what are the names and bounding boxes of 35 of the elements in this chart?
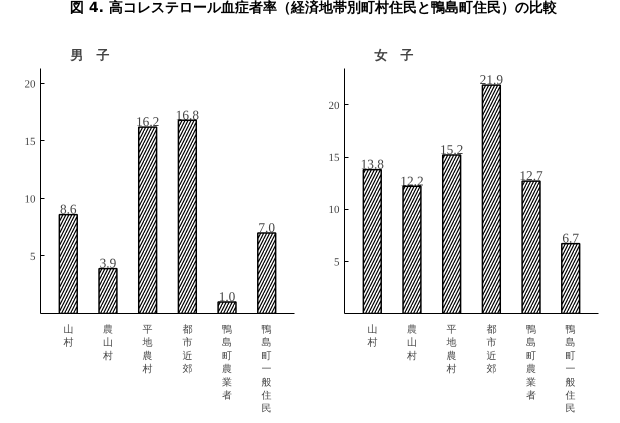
- data-label: 6.7: [562, 230, 580, 246]
- y-tick-label: 10: [328, 204, 340, 216]
- x-tick-label: 鴨島町一般住民: [262, 324, 272, 415]
- x-tick-label: 鴨島町農業者: [222, 324, 232, 402]
- data-label: 12.7: [519, 168, 544, 184]
- x-tick-label: 平地農村: [142, 324, 153, 376]
- x-tick-label: 鴨島町一般住民: [566, 324, 576, 415]
- data-label: 13.8: [360, 156, 384, 172]
- chart-title: 図 4. 高コレステロール血症者率（経済地帯別町村住民と鴨島町住民）の比較: [70, 0, 557, 18]
- x-tick-label: 鴨島町農業者: [526, 324, 536, 402]
- y-tick-label: 20: [24, 78, 36, 90]
- x-tick-label: 山村: [62, 324, 74, 349]
- chart-subtitle: 女 子: [374, 48, 414, 64]
- x-tick-label: 平地農村: [446, 324, 457, 376]
- data-label: 8.6: [60, 202, 77, 217]
- y-tick-label: 15: [24, 136, 36, 148]
- data-label: 16.8: [176, 107, 200, 122]
- data-label: 3.9: [100, 256, 117, 271]
- x-tick-label: 農山村: [406, 324, 417, 362]
- data-label: 12.2: [400, 173, 424, 188]
- y-tick-label: 10: [24, 193, 36, 206]
- data-label: 1.0: [218, 289, 236, 304]
- x-tick-label: 都市近郊: [486, 324, 496, 376]
- data-label: 15.2: [440, 142, 464, 158]
- x-tick-label: 都市近郊: [182, 324, 192, 376]
- x-tick-label: 山村: [366, 324, 378, 349]
- data-label: 16.2: [136, 114, 160, 130]
- data-label: 7.0: [258, 220, 276, 235]
- y-tick-label: 15: [328, 152, 340, 164]
- y-tick-label: 20: [328, 100, 340, 112]
- chart-subtitle: 男 子: [70, 48, 110, 64]
- x-tick-label: 農山村: [102, 324, 113, 362]
- data-label: 21.9: [480, 72, 504, 88]
- y-tick-label: 5: [30, 250, 36, 263]
- y-tick-label: 5: [334, 256, 340, 268]
